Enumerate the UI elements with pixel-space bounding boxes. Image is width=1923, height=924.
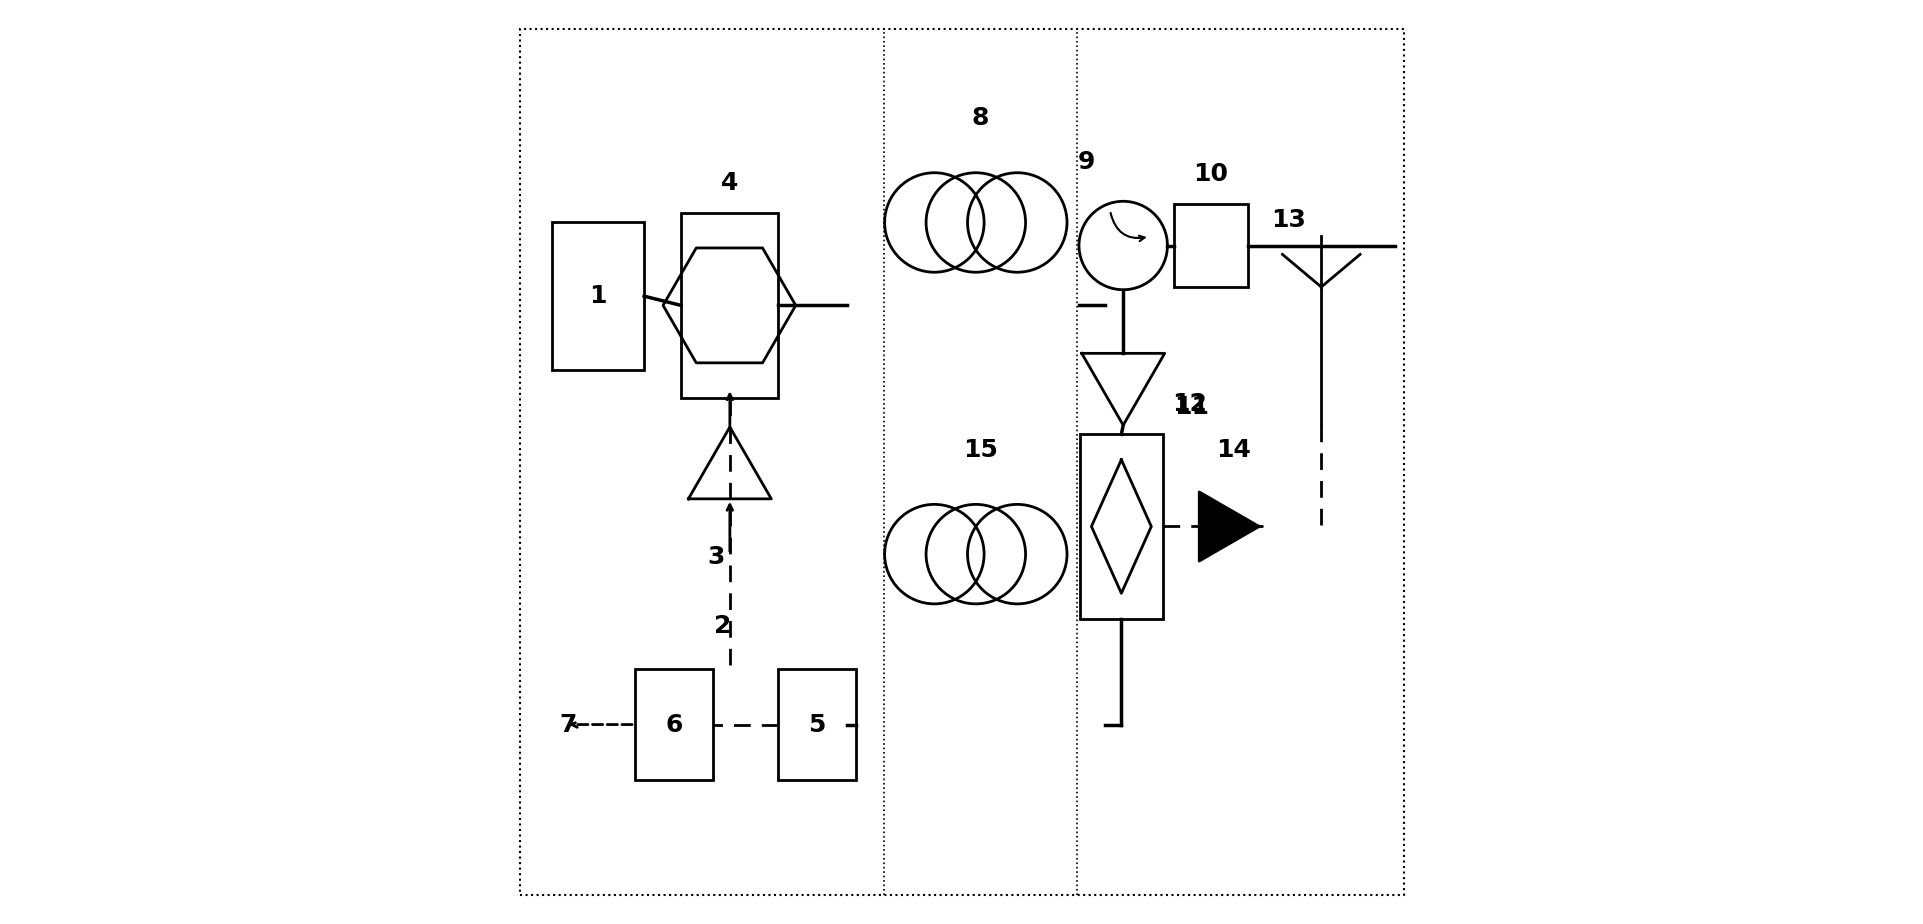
Bar bbox=[777, 669, 856, 780]
Text: 2: 2 bbox=[713, 614, 731, 638]
Text: 14: 14 bbox=[1215, 438, 1250, 462]
Text: 6: 6 bbox=[665, 712, 683, 736]
Text: 15: 15 bbox=[963, 438, 998, 462]
Text: 11: 11 bbox=[1173, 395, 1208, 419]
Text: 9: 9 bbox=[1077, 150, 1094, 174]
Text: 5: 5 bbox=[808, 712, 825, 736]
Text: 10: 10 bbox=[1192, 162, 1227, 186]
Bar bbox=[635, 669, 713, 780]
Bar bbox=[1079, 434, 1161, 618]
Text: 13: 13 bbox=[1271, 208, 1306, 232]
Polygon shape bbox=[1198, 492, 1258, 561]
Bar bbox=[552, 223, 644, 370]
Bar bbox=[1173, 204, 1246, 287]
Text: 12: 12 bbox=[1171, 392, 1206, 416]
Text: 4: 4 bbox=[721, 171, 738, 195]
Text: 8: 8 bbox=[971, 106, 988, 130]
Text: 1: 1 bbox=[588, 285, 606, 309]
Text: 3: 3 bbox=[708, 545, 725, 569]
Bar bbox=[681, 213, 777, 397]
Text: 7: 7 bbox=[560, 712, 577, 736]
